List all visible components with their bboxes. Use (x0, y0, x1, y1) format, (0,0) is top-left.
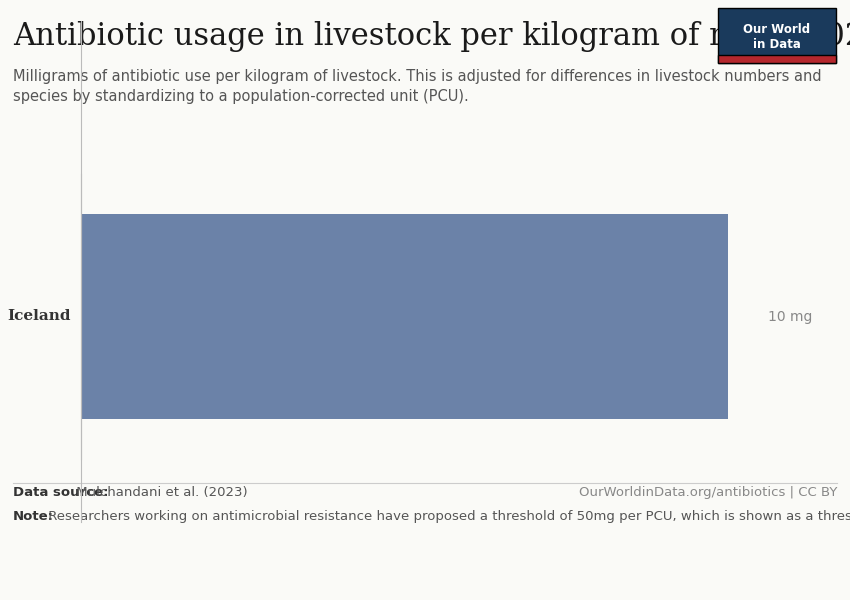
Text: Note:: Note: (13, 510, 54, 523)
Text: Iceland: Iceland (7, 310, 71, 323)
Text: Data source:: Data source: (13, 486, 108, 499)
Text: Antibiotic usage in livestock per kilogram of meat, 2020: Antibiotic usage in livestock per kilogr… (13, 21, 850, 52)
Text: 10 mg: 10 mg (768, 310, 812, 323)
Text: Our World: Our World (744, 23, 810, 35)
Bar (81, 214, 728, 419)
Text: Mulchandani et al. (2023): Mulchandani et al. (2023) (72, 486, 248, 499)
Text: Researchers working on antimicrobial resistance have proposed a threshold of 50m: Researchers working on antimicrobial res… (44, 510, 850, 523)
Text: Milligrams of antibiotic use per kilogram of livestock. This is adjusted for dif: Milligrams of antibiotic use per kilogra… (13, 69, 821, 104)
Text: in Data: in Data (753, 38, 801, 51)
Text: OurWorldinData.org/antibiotics | CC BY: OurWorldinData.org/antibiotics | CC BY (579, 486, 837, 499)
